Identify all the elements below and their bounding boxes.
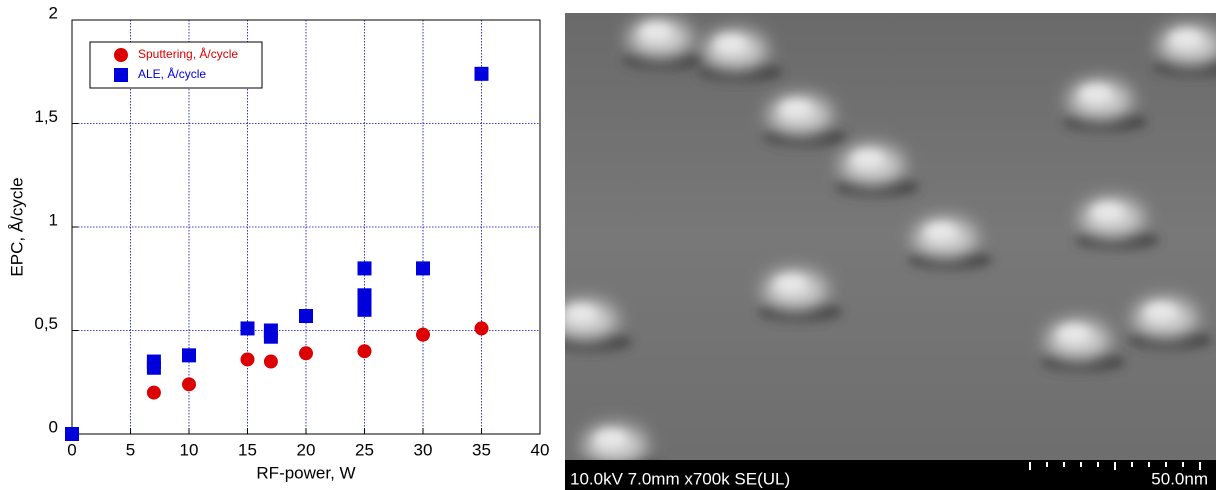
- legend-label: Sputtering, Å/cycle: [138, 46, 238, 61]
- data-point: [416, 327, 430, 342]
- x-axis-label: RF-power, W: [256, 463, 355, 482]
- data-point: [182, 377, 196, 392]
- x-tick-label: 20: [297, 440, 316, 459]
- x-tick-label: 15: [238, 440, 257, 459]
- sem-highlight: [1092, 203, 1124, 221]
- y-tick-label: 0,5: [34, 314, 58, 333]
- sem-highlight: [1145, 303, 1177, 321]
- data-point: [474, 66, 489, 81]
- sem-highlight: [780, 100, 812, 118]
- sem-highlight: [1170, 30, 1202, 48]
- sem-highlight: [715, 35, 747, 53]
- y-axis-label: EPC, Å/cycle: [7, 177, 26, 276]
- y-tick-label: 2: [49, 3, 58, 22]
- data-point: [146, 385, 161, 400]
- data-point: [240, 321, 255, 336]
- sem-highlight: [565, 305, 597, 323]
- x-tick-label: 5: [126, 440, 135, 459]
- y-tick-label: 1: [49, 210, 58, 229]
- data-point: [474, 321, 489, 336]
- sem-highlight: [852, 150, 884, 168]
- data-point: [357, 261, 372, 276]
- data-point: [263, 354, 278, 369]
- data-point: [357, 344, 372, 359]
- sem-caption: 10.0kV 7.0mm x700k SE(UL): [570, 469, 790, 488]
- data-point: [299, 309, 313, 324]
- sem-highlight: [640, 23, 672, 41]
- data-point: [357, 302, 372, 317]
- data-point: [416, 261, 430, 276]
- sem-highlight: [925, 223, 957, 241]
- data-point: [299, 346, 313, 361]
- x-tick-label: 30: [414, 440, 433, 459]
- data-point: [240, 352, 255, 367]
- legend-label: ALE, Å/cycle: [138, 66, 206, 81]
- sem-highlight: [775, 275, 807, 293]
- sem-highlight: [1080, 85, 1112, 103]
- x-tick-label: 10: [180, 440, 199, 459]
- x-tick-label: 25: [355, 440, 374, 459]
- legend-marker: [114, 68, 128, 82]
- x-tick-label: 0: [67, 440, 76, 459]
- sem-highlight: [595, 430, 627, 448]
- data-point: [263, 329, 278, 344]
- scale-label: 50.0nm: [1151, 469, 1208, 488]
- chart: 0 5 10 15 20 25 30 35 40 0 0,5 1 1,5 2 RF-power, W EPC,…: [7, 3, 549, 482]
- data-point: [65, 427, 79, 441]
- data-point: [146, 360, 161, 375]
- y-tick-label: 0: [49, 417, 58, 436]
- y-tick-label: 1,5: [34, 107, 58, 126]
- legend-marker: [114, 48, 128, 62]
- data-point: [182, 348, 196, 363]
- x-tick-label: 40: [531, 440, 550, 459]
- sem-image: 10.0kV 7.0mm x700k SE(UL) 50.0nm: [565, 13, 1216, 490]
- plot-frame: [71, 19, 541, 435]
- sem-highlight: [1058, 325, 1090, 343]
- x-tick-label: 35: [472, 440, 491, 459]
